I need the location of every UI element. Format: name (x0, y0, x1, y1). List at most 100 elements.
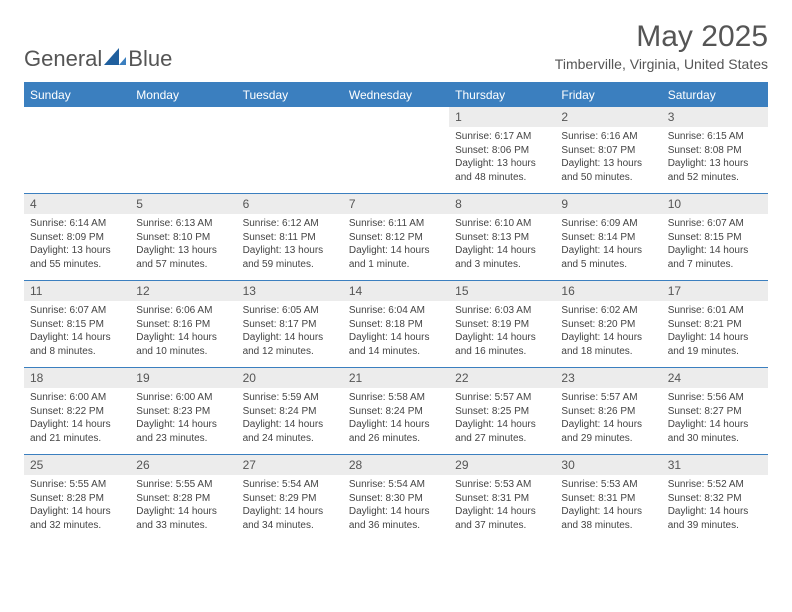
day-number: 22 (449, 368, 555, 388)
calendar-day-cell: 2Sunrise: 6:16 AMSunset: 8:07 PMDaylight… (555, 107, 661, 193)
day-number: 2 (555, 107, 661, 127)
calendar-day-cell (24, 107, 130, 193)
day-details: Sunrise: 5:57 AMSunset: 8:26 PMDaylight:… (555, 388, 661, 449)
day-details (130, 113, 236, 120)
day-details: Sunrise: 6:11 AMSunset: 8:12 PMDaylight:… (343, 214, 449, 275)
day-number: 23 (555, 368, 661, 388)
day-number: 16 (555, 281, 661, 301)
calendar-day-cell (130, 107, 236, 193)
calendar-day-cell: 15Sunrise: 6:03 AMSunset: 8:19 PMDayligh… (449, 281, 555, 367)
day-details: Sunrise: 6:07 AMSunset: 8:15 PMDaylight:… (662, 214, 768, 275)
calendar-week-row: 18Sunrise: 6:00 AMSunset: 8:22 PMDayligh… (24, 367, 768, 454)
calendar-day-cell: 23Sunrise: 5:57 AMSunset: 8:26 PMDayligh… (555, 368, 661, 454)
brand-text-a: General (24, 46, 102, 72)
day-details: Sunrise: 6:06 AMSunset: 8:16 PMDaylight:… (130, 301, 236, 362)
day-details: Sunrise: 6:10 AMSunset: 8:13 PMDaylight:… (449, 214, 555, 275)
day-number: 13 (237, 281, 343, 301)
day-number: 11 (24, 281, 130, 301)
day-details: Sunrise: 6:00 AMSunset: 8:22 PMDaylight:… (24, 388, 130, 449)
weekday-header: Friday (555, 84, 661, 106)
day-details: Sunrise: 5:59 AMSunset: 8:24 PMDaylight:… (237, 388, 343, 449)
calendar-day-cell: 4Sunrise: 6:14 AMSunset: 8:09 PMDaylight… (24, 194, 130, 280)
weekday-header: Monday (130, 84, 236, 106)
weekday-header: Sunday (24, 84, 130, 106)
calendar-day-cell: 20Sunrise: 5:59 AMSunset: 8:24 PMDayligh… (237, 368, 343, 454)
day-details: Sunrise: 6:15 AMSunset: 8:08 PMDaylight:… (662, 127, 768, 188)
day-number: 20 (237, 368, 343, 388)
calendar-day-cell: 21Sunrise: 5:58 AMSunset: 8:24 PMDayligh… (343, 368, 449, 454)
calendar-day-cell: 27Sunrise: 5:54 AMSunset: 8:29 PMDayligh… (237, 455, 343, 541)
calendar-day-cell: 22Sunrise: 5:57 AMSunset: 8:25 PMDayligh… (449, 368, 555, 454)
day-number: 29 (449, 455, 555, 475)
day-number: 1 (449, 107, 555, 127)
title-block: May 2025 Timberville, Virginia, United S… (555, 20, 768, 72)
calendar-day-cell: 12Sunrise: 6:06 AMSunset: 8:16 PMDayligh… (130, 281, 236, 367)
brand-text-b: Blue (128, 46, 172, 72)
calendar-day-cell (237, 107, 343, 193)
calendar-day-cell: 1Sunrise: 6:17 AMSunset: 8:06 PMDaylight… (449, 107, 555, 193)
calendar-day-cell: 16Sunrise: 6:02 AMSunset: 8:20 PMDayligh… (555, 281, 661, 367)
day-number: 24 (662, 368, 768, 388)
day-details: Sunrise: 6:12 AMSunset: 8:11 PMDaylight:… (237, 214, 343, 275)
day-details: Sunrise: 5:54 AMSunset: 8:29 PMDaylight:… (237, 475, 343, 536)
day-number: 6 (237, 194, 343, 214)
day-details: Sunrise: 6:01 AMSunset: 8:21 PMDaylight:… (662, 301, 768, 362)
day-number: 26 (130, 455, 236, 475)
weekday-header: Wednesday (343, 84, 449, 106)
weekday-header: Thursday (449, 84, 555, 106)
calendar-day-cell: 9Sunrise: 6:09 AMSunset: 8:14 PMDaylight… (555, 194, 661, 280)
calendar-day-cell: 11Sunrise: 6:07 AMSunset: 8:15 PMDayligh… (24, 281, 130, 367)
day-number: 10 (662, 194, 768, 214)
day-number: 28 (343, 455, 449, 475)
calendar-day-cell: 24Sunrise: 5:56 AMSunset: 8:27 PMDayligh… (662, 368, 768, 454)
calendar-day-cell: 6Sunrise: 6:12 AMSunset: 8:11 PMDaylight… (237, 194, 343, 280)
day-details (343, 113, 449, 120)
day-details: Sunrise: 5:53 AMSunset: 8:31 PMDaylight:… (449, 475, 555, 536)
day-number: 17 (662, 281, 768, 301)
calendar-day-cell: 18Sunrise: 6:00 AMSunset: 8:22 PMDayligh… (24, 368, 130, 454)
day-number: 18 (24, 368, 130, 388)
weekday-header: Saturday (662, 84, 768, 106)
calendar-day-cell: 19Sunrise: 6:00 AMSunset: 8:23 PMDayligh… (130, 368, 236, 454)
day-number: 30 (555, 455, 661, 475)
day-number: 19 (130, 368, 236, 388)
calendar-day-cell: 17Sunrise: 6:01 AMSunset: 8:21 PMDayligh… (662, 281, 768, 367)
day-details: Sunrise: 5:55 AMSunset: 8:28 PMDaylight:… (130, 475, 236, 536)
calendar-day-cell: 26Sunrise: 5:55 AMSunset: 8:28 PMDayligh… (130, 455, 236, 541)
day-number: 7 (343, 194, 449, 214)
day-number: 12 (130, 281, 236, 301)
day-details: Sunrise: 6:16 AMSunset: 8:07 PMDaylight:… (555, 127, 661, 188)
day-details: Sunrise: 5:58 AMSunset: 8:24 PMDaylight:… (343, 388, 449, 449)
day-details: Sunrise: 6:00 AMSunset: 8:23 PMDaylight:… (130, 388, 236, 449)
weekday-header-row: SundayMondayTuesdayWednesdayThursdayFrid… (24, 84, 768, 106)
day-details: Sunrise: 5:54 AMSunset: 8:30 PMDaylight:… (343, 475, 449, 536)
day-number: 8 (449, 194, 555, 214)
calendar-week-row: 1Sunrise: 6:17 AMSunset: 8:06 PMDaylight… (24, 106, 768, 193)
calendar-day-cell: 14Sunrise: 6:04 AMSunset: 8:18 PMDayligh… (343, 281, 449, 367)
day-details: Sunrise: 5:55 AMSunset: 8:28 PMDaylight:… (24, 475, 130, 536)
day-number: 27 (237, 455, 343, 475)
day-number: 21 (343, 368, 449, 388)
day-details: Sunrise: 6:13 AMSunset: 8:10 PMDaylight:… (130, 214, 236, 275)
day-details: Sunrise: 6:05 AMSunset: 8:17 PMDaylight:… (237, 301, 343, 362)
calendar-day-cell: 28Sunrise: 5:54 AMSunset: 8:30 PMDayligh… (343, 455, 449, 541)
day-details (24, 113, 130, 120)
day-number: 31 (662, 455, 768, 475)
day-details: Sunrise: 6:14 AMSunset: 8:09 PMDaylight:… (24, 214, 130, 275)
calendar-week-row: 4Sunrise: 6:14 AMSunset: 8:09 PMDaylight… (24, 193, 768, 280)
location-subtitle: Timberville, Virginia, United States (555, 56, 768, 72)
calendar-body: 1Sunrise: 6:17 AMSunset: 8:06 PMDaylight… (24, 106, 768, 541)
calendar-day-cell (343, 107, 449, 193)
calendar-day-cell: 7Sunrise: 6:11 AMSunset: 8:12 PMDaylight… (343, 194, 449, 280)
day-number: 15 (449, 281, 555, 301)
calendar-day-cell: 3Sunrise: 6:15 AMSunset: 8:08 PMDaylight… (662, 107, 768, 193)
day-details: Sunrise: 5:52 AMSunset: 8:32 PMDaylight:… (662, 475, 768, 536)
day-details: Sunrise: 5:56 AMSunset: 8:27 PMDaylight:… (662, 388, 768, 449)
day-details: Sunrise: 6:02 AMSunset: 8:20 PMDaylight:… (555, 301, 661, 362)
day-number: 25 (24, 455, 130, 475)
day-number: 14 (343, 281, 449, 301)
month-title: May 2025 (555, 20, 768, 54)
header: General Blue May 2025 Timberville, Virgi… (24, 20, 768, 72)
calendar-week-row: 11Sunrise: 6:07 AMSunset: 8:15 PMDayligh… (24, 280, 768, 367)
calendar: SundayMondayTuesdayWednesdayThursdayFrid… (24, 82, 768, 541)
